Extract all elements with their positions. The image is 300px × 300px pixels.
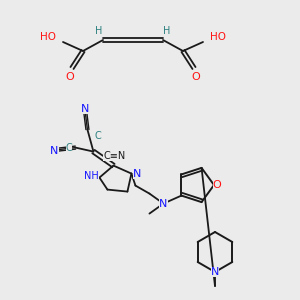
Text: N: N <box>133 169 142 178</box>
Text: N: N <box>211 267 219 277</box>
Text: O: O <box>192 72 200 82</box>
Text: C: C <box>94 130 101 141</box>
Text: C: C <box>66 142 72 153</box>
Text: H: H <box>163 26 171 36</box>
Text: H: H <box>95 26 103 36</box>
Text: HO: HO <box>210 32 226 42</box>
Text: HO: HO <box>40 32 56 42</box>
Text: N: N <box>50 146 59 156</box>
Text: N: N <box>81 103 90 114</box>
Text: NH: NH <box>84 171 99 181</box>
Text: O: O <box>213 180 221 190</box>
Text: O: O <box>66 72 74 82</box>
Text: C≡N: C≡N <box>103 151 126 160</box>
Text: N: N <box>159 199 168 208</box>
